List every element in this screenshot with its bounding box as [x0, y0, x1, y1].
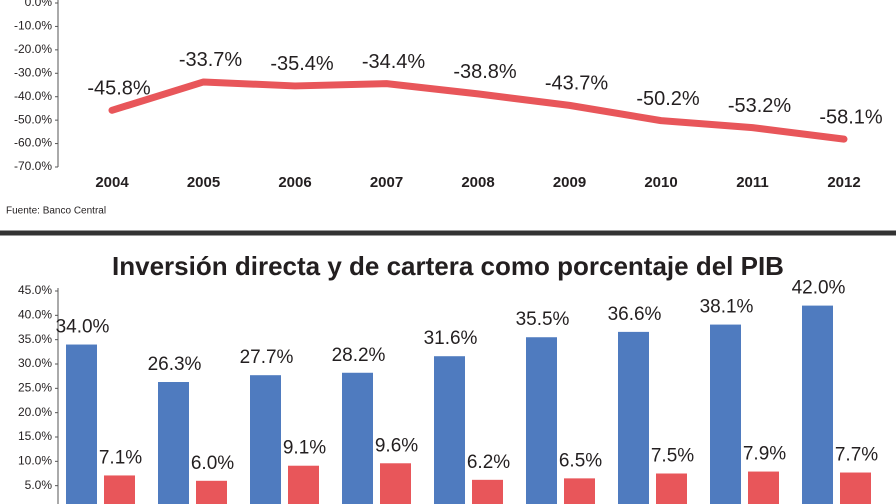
y-tick-label: 0.0%	[25, 0, 53, 9]
bar	[564, 478, 595, 504]
bar	[710, 324, 741, 504]
data-label: 7.5%	[651, 446, 694, 467]
data-label: -38.8%	[453, 61, 517, 83]
x-tick-label: 2005	[187, 174, 220, 191]
x-tick-label: 2007	[370, 174, 403, 191]
bar	[472, 479, 503, 504]
y-tick-label: 5.0%	[25, 478, 53, 492]
data-label: 9.1%	[283, 438, 326, 459]
bar	[840, 472, 871, 504]
y-tick-label: 25.0%	[18, 381, 52, 395]
data-label: 6.5%	[559, 450, 602, 471]
bar	[618, 331, 649, 504]
y-tick-label: -10.0%	[14, 19, 52, 33]
y-tick-label: 20.0%	[18, 405, 52, 419]
y-tick-label: -40.0%	[14, 89, 52, 103]
y-tick-label: -70.0%	[14, 159, 52, 173]
line	[108, 78, 848, 143]
data-label: 7.7%	[835, 445, 878, 466]
data-label: 7.9%	[743, 444, 786, 465]
x-tick-label: 2009	[553, 174, 586, 191]
data-label: 34.0%	[56, 317, 110, 338]
data-label: -50.2%	[636, 88, 700, 110]
source: Fuente: Banco Central	[6, 206, 106, 217]
data-label: -35.4%	[270, 53, 334, 75]
y-tick-label: -50.0%	[14, 112, 52, 126]
y-tick-label: 40.0%	[18, 308, 52, 322]
bar	[104, 475, 135, 504]
bar	[66, 344, 97, 504]
x-tick-label: 2010	[644, 174, 677, 191]
bar	[434, 356, 465, 504]
bar	[158, 382, 189, 504]
data-label: 6.2%	[467, 452, 510, 473]
bar	[342, 372, 373, 504]
bar	[802, 305, 833, 504]
x-tick-label: 2006	[278, 174, 311, 191]
data-label: -43.7%	[545, 73, 609, 95]
bar	[656, 473, 687, 504]
data-label: -33.7%	[179, 49, 243, 71]
x-tick-label: 2008	[461, 174, 494, 191]
data-label: -53.2%	[728, 95, 792, 117]
chart-title: Inversión directa y de cartera como porc…	[112, 251, 784, 281]
bar	[288, 465, 319, 504]
data-label: -34.4%	[362, 51, 426, 73]
data-label: 38.1%	[700, 297, 754, 318]
x-tick-label: 2011	[736, 174, 769, 191]
bar	[380, 463, 411, 504]
y-tick-label: -30.0%	[14, 65, 52, 79]
x-tick-label: 2012	[827, 174, 860, 191]
data-label: 35.5%	[516, 309, 570, 330]
data-label: 26.3%	[148, 354, 202, 375]
data-label: 28.2%	[332, 345, 386, 366]
bar	[250, 375, 281, 504]
y-tick-label: 45.0%	[18, 283, 52, 297]
bar	[196, 480, 227, 504]
data-label: 27.7%	[240, 347, 294, 368]
y-tick-label: -60.0%	[14, 136, 52, 150]
data-label: 36.6%	[608, 304, 662, 325]
data-label: -45.8%	[87, 78, 151, 100]
data-label: -58.1%	[819, 106, 883, 128]
y-tick-label: 15.0%	[18, 429, 52, 443]
data-label: 42.0%	[792, 278, 846, 299]
y-tick-label: 30.0%	[18, 356, 52, 370]
bar	[748, 471, 779, 504]
data-label: 6.0%	[191, 453, 234, 474]
data-label: 7.1%	[99, 447, 142, 468]
y-tick-label: 10.0%	[18, 454, 52, 468]
y-tick-label: 35.0%	[18, 332, 52, 346]
data-label: 9.6%	[375, 435, 418, 456]
data-label: 31.6%	[424, 328, 478, 349]
y-tick-label: -20.0%	[14, 42, 52, 56]
x-tick-label: 2004	[95, 174, 129, 191]
bar	[526, 337, 557, 504]
